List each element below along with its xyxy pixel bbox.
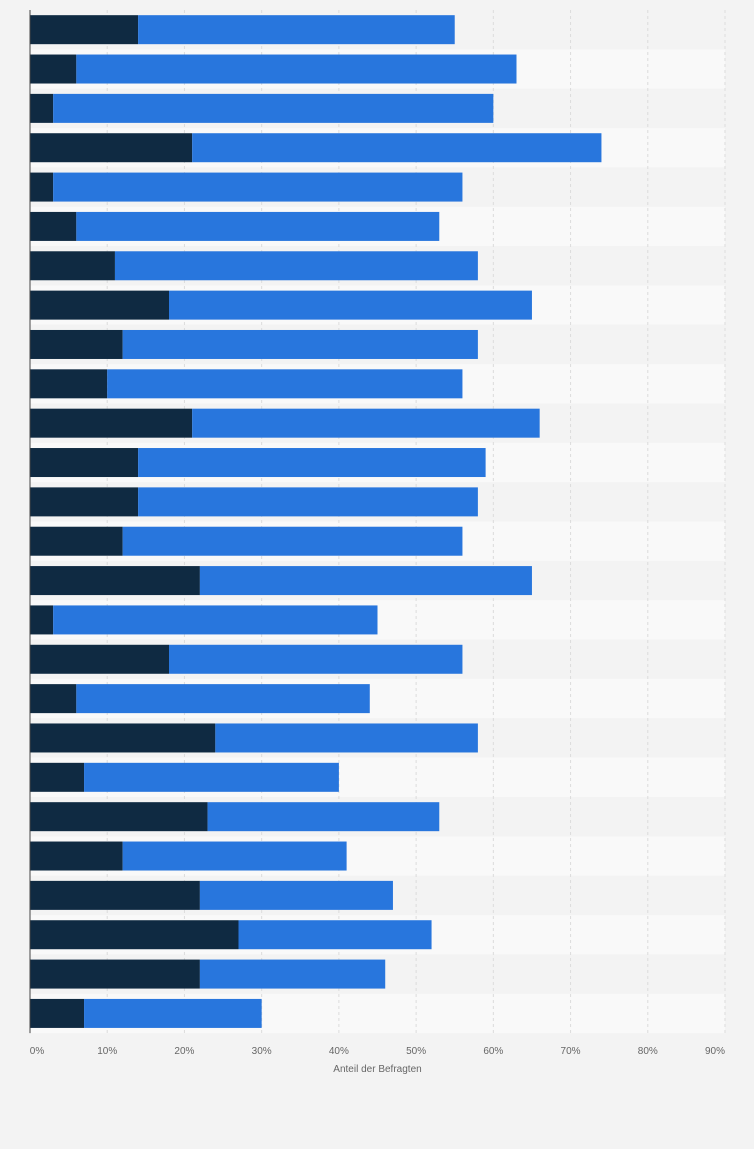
x-tick-label: 10% <box>97 1046 117 1057</box>
bar-series-1[interactable] <box>30 172 54 202</box>
bar-series-2[interactable] <box>138 487 478 517</box>
bar-series-2[interactable] <box>199 959 386 989</box>
bar-series-2[interactable] <box>192 133 602 163</box>
bar-series-2[interactable] <box>199 880 393 910</box>
x-tick-label: 90% <box>705 1046 725 1057</box>
bar-series-2[interactable] <box>76 211 440 241</box>
bar-series-1[interactable] <box>30 93 54 123</box>
bar-series-1[interactable] <box>30 448 139 478</box>
bar-series-2[interactable] <box>53 172 463 202</box>
bar-series-1[interactable] <box>30 684 77 714</box>
bar-series-1[interactable] <box>30 526 123 556</box>
bar-series-1[interactable] <box>30 329 123 359</box>
x-tick-label: 80% <box>638 1046 658 1057</box>
bar-series-2[interactable] <box>84 762 339 792</box>
x-tick-label: 30% <box>252 1046 272 1057</box>
bar-series-2[interactable] <box>199 566 532 596</box>
bar-series-1[interactable] <box>30 644 169 674</box>
bars <box>30 15 602 1028</box>
bar-series-1[interactable] <box>30 369 108 399</box>
x-tick-label: 70% <box>561 1046 581 1057</box>
bar-series-2[interactable] <box>84 998 262 1028</box>
x-tick-label: 50% <box>406 1046 426 1057</box>
bar-series-2[interactable] <box>122 329 478 359</box>
bar-series-1[interactable] <box>30 251 115 281</box>
bar-series-2[interactable] <box>138 15 455 45</box>
x-tick-labels: 0% 10% 20% 30% 40% 50% 60% 70% 80% 90% <box>30 1046 725 1057</box>
bar-series-1[interactable] <box>30 920 239 950</box>
x-axis-title: Anteil der Befragten <box>333 1064 421 1075</box>
bar-series-1[interactable] <box>30 998 85 1028</box>
bar-series-1[interactable] <box>30 408 193 438</box>
bar-series-2[interactable] <box>53 605 378 635</box>
bar-series-2[interactable] <box>238 920 432 950</box>
x-tick-label: 60% <box>483 1046 503 1057</box>
bar-series-1[interactable] <box>30 762 85 792</box>
bar-series-2[interactable] <box>169 644 463 674</box>
bar-series-1[interactable] <box>30 54 77 84</box>
bar-series-1[interactable] <box>30 959 200 989</box>
x-tick-label: 20% <box>174 1046 194 1057</box>
bar-series-2[interactable] <box>192 408 540 438</box>
bar-series-2[interactable] <box>53 93 494 123</box>
bar-series-2[interactable] <box>207 802 440 832</box>
x-tick-label: 40% <box>329 1046 349 1057</box>
bar-series-2[interactable] <box>122 526 463 556</box>
bar-series-2[interactable] <box>76 54 517 84</box>
bar-series-1[interactable] <box>30 841 123 871</box>
bar-series-2[interactable] <box>138 448 486 478</box>
bar-series-1[interactable] <box>30 723 216 753</box>
row-bands <box>30 10 725 1034</box>
bar-series-2[interactable] <box>169 290 532 320</box>
bar-series-1[interactable] <box>30 566 200 596</box>
bar-series-1[interactable] <box>30 211 77 241</box>
x-tick-label: 0% <box>30 1046 45 1057</box>
bar-series-2[interactable] <box>114 251 478 281</box>
bar-series-1[interactable] <box>30 605 54 635</box>
bar-series-1[interactable] <box>30 802 208 832</box>
bar-series-2[interactable] <box>76 684 370 714</box>
bar-series-2[interactable] <box>122 841 347 871</box>
bar-series-1[interactable] <box>30 880 200 910</box>
bar-series-1[interactable] <box>30 15 139 45</box>
bar-series-2[interactable] <box>107 369 463 399</box>
bar-series-1[interactable] <box>30 487 139 517</box>
bar-series-2[interactable] <box>215 723 478 753</box>
bar-series-1[interactable] <box>30 290 169 320</box>
bar-series-1[interactable] <box>30 133 193 163</box>
